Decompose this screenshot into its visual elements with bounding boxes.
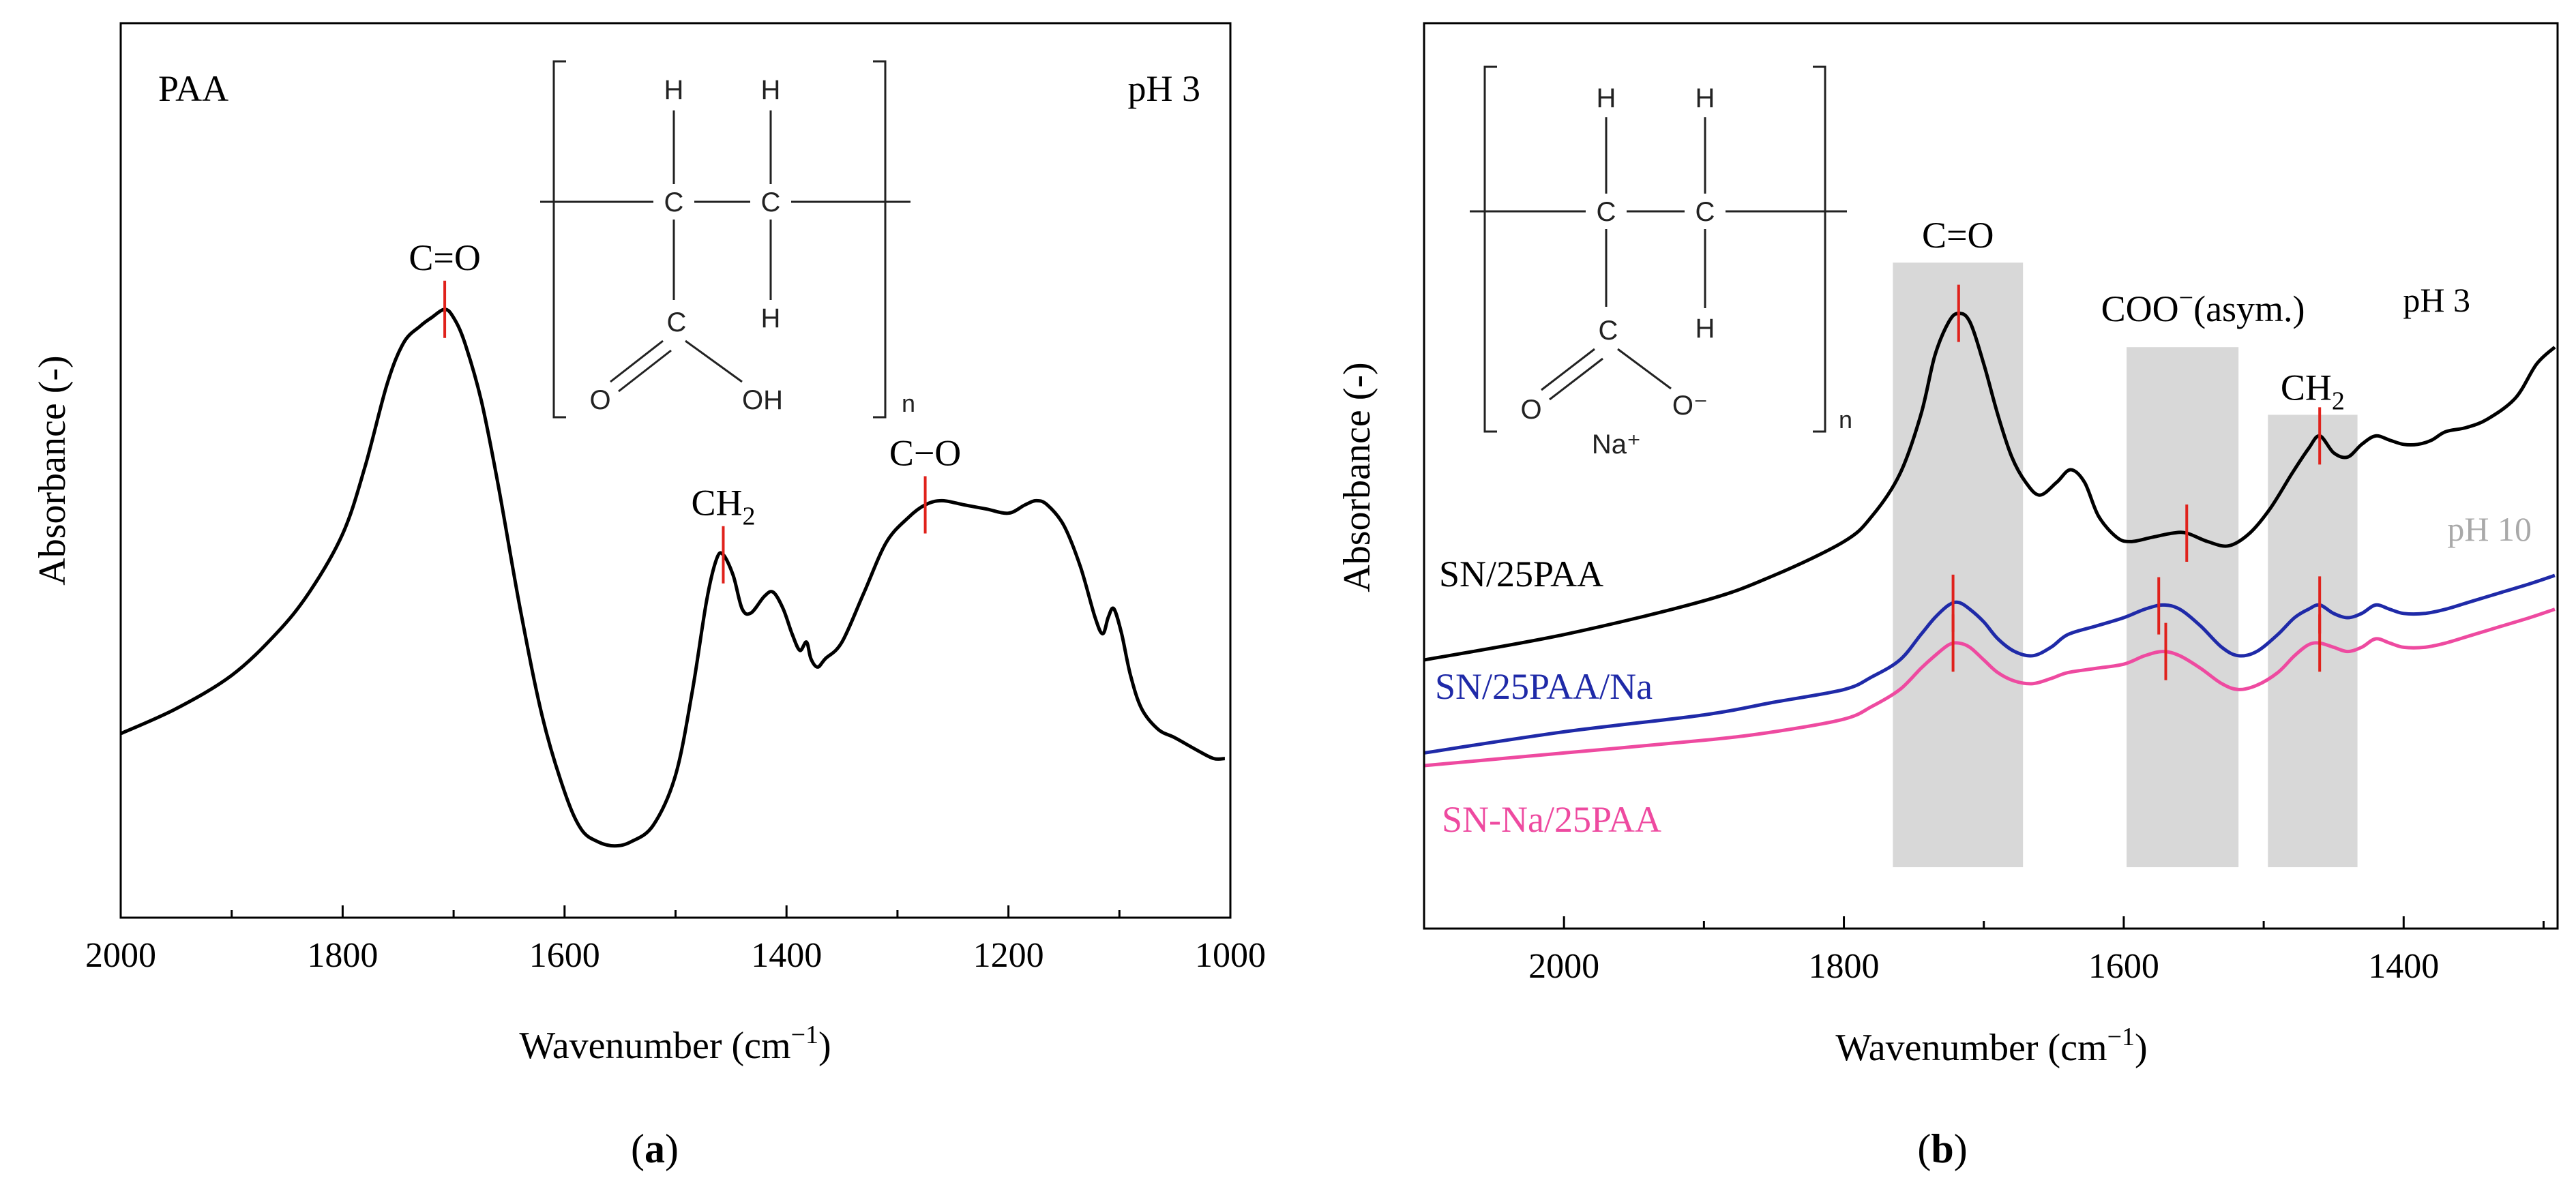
panel-a: 2000 1800 1600 1400 1200 1000 PAA pH 3 Absorb…: [31, 22, 1266, 1171]
panel-a-frame: [119, 22, 1232, 919]
panel-b-plot-area: [1423, 312, 2556, 768]
napaa-c2-label: C: [1696, 197, 1715, 227]
panel-b-x-tick-label: 2000: [1528, 947, 1599, 986]
panel-a-label: (a): [631, 1126, 679, 1171]
panel-b-y-axis-label: Absorbance (-): [1336, 362, 1378, 592]
panel-a-peak-label: CH2: [691, 483, 755, 531]
panel-a-x-tick-label: 1400: [751, 936, 822, 975]
panel-a-x-tick-label: 1600: [529, 936, 600, 975]
panel-b-region-label: COO−(asym.): [2101, 284, 2305, 329]
panel-b-region-label: C=O: [1922, 215, 1994, 256]
panel-b-frame: [1423, 22, 2559, 930]
panel-a-corner-label-right: pH 3: [1128, 68, 1201, 109]
legend-label-sn-25paa-na: SN/25PAA/Na: [1435, 666, 1653, 707]
panel-b-shaded-region: [1893, 262, 2024, 867]
panel-a-x-axis-label: Wavenumber (cm−1): [519, 1021, 831, 1067]
panel-b-series-line-2: [1423, 607, 2556, 768]
napaa-c1-label: C: [1597, 197, 1616, 227]
napaa-h1-label: H: [1597, 83, 1616, 113]
napaa-c3-label: C: [1599, 316, 1618, 346]
napaa-na-label: Na⁺: [1592, 430, 1641, 460]
panel-b-shaded-region: [2268, 415, 2358, 867]
panel-a-series-line-0: [119, 307, 1226, 848]
panel-b-x-axis-label: Wavenumber (cm−1): [1835, 1023, 2147, 1069]
panel-a-peak-label: C=O: [409, 237, 480, 278]
panel-b-x-ticks: 2000 1800 1600 1400: [1423, 916, 2545, 986]
panel-a-peak-label: C−O: [889, 433, 961, 474]
paa-oh-label: OH: [742, 385, 783, 415]
panel-b-label: (b): [1917, 1126, 1967, 1171]
panel-a-x-tick-label: 2000: [85, 936, 156, 975]
paa-c2-label: C: [761, 187, 781, 217]
panel-a-x-tick-label: 1800: [307, 936, 378, 975]
panel-a-plot-area: [119, 307, 1226, 848]
napaa-o-label: O: [1520, 395, 1541, 425]
panel-a-x-tick-label: 1200: [973, 936, 1044, 975]
panel-b-ph10-label: pH 10: [2447, 510, 2532, 548]
panel-a-peak-labels: C=O CH2 C−O: [409, 237, 961, 584]
panel-b-x-tick-label: 1800: [1809, 947, 1880, 986]
panel-b-series-line-0: [1423, 312, 2556, 662]
panel-a-x-ticks: 2000 1800 1600 1400 1200 1000: [85, 905, 1266, 975]
napaa-ominus-label: O⁻: [1672, 391, 1708, 421]
napaa-n-label: n: [1839, 406, 1852, 434]
panel-b-series-line-1: [1423, 573, 2556, 755]
paa-c1-label: C: [664, 187, 684, 217]
panel-b-shaded-regions: [1893, 262, 2358, 867]
paa-c3-label: C: [667, 307, 687, 337]
panel-b-peak-marks: [1951, 284, 2322, 680]
paa-h3-label: H: [761, 303, 781, 333]
panel-a-x-tick-label: 1000: [1195, 936, 1266, 975]
panel-b-region-labels: C=O COO−(asym.) CH2: [1922, 215, 2345, 415]
panel-b-shaded-region: [2127, 347, 2239, 867]
panel-b-x-tick-label: 1400: [2368, 947, 2439, 986]
panel-b-ph3-label: pH 3: [2403, 281, 2470, 319]
panel-a-y-axis-label: Absorbance (-): [31, 355, 74, 585]
panel-b-region-label: CH2: [2281, 367, 2345, 415]
paa-h1-label: H: [664, 75, 684, 105]
panel-a-structure-paa: [540, 60, 911, 419]
panel-a-corner-label-left: PAA: [158, 68, 228, 109]
paa-n-label: n: [902, 389, 915, 417]
panel-b-x-tick-label: 1600: [2088, 947, 2159, 986]
paa-o-label: O: [589, 385, 610, 415]
panel-b-structure-napaa: [1470, 65, 1847, 433]
panel-b: 2000 1800 1600 1400 Absorbance (-) Wavenumb…: [1336, 22, 2559, 1171]
legend-label-sn-na-25paa: SN-Na/25PAA: [1442, 799, 1661, 840]
napaa-h2-label: H: [1696, 83, 1715, 113]
napaa-h3-label: H: [1696, 314, 1715, 344]
legend-label-sn-25paa: SN/25PAA: [1439, 554, 1603, 594]
paa-h2-label: H: [761, 75, 781, 105]
